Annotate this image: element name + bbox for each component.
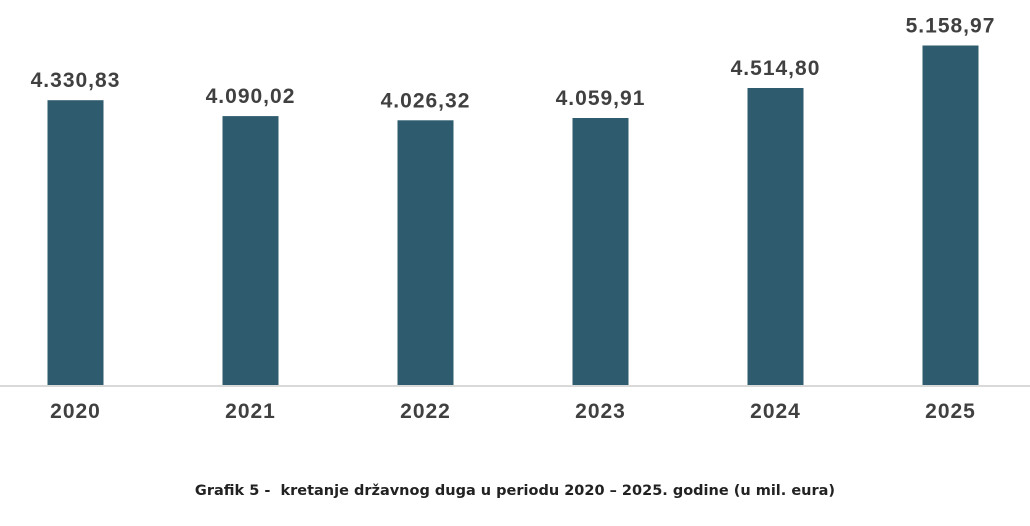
x-tick-label-2022: 2022	[400, 400, 451, 423]
data-label-2024: 4.514,80	[731, 57, 821, 80]
x-tick-label-2023: 2023	[575, 400, 626, 423]
x-tick-label-2025: 2025	[925, 400, 976, 423]
bar-2023	[572, 118, 629, 386]
x-tick-labels-group: 2020 2021 2022 2023 2024 2025	[50, 400, 976, 423]
x-tick-label-2024: 2024	[750, 400, 801, 423]
data-labels-group: 4.330,83 4.090,02 4.026,32 4.059,91 4.514,80…	[31, 15, 996, 113]
bar-chart: 4.330,83 4.090,02 4.026,32 4.059,91 4.514,80…	[0, 15, 1030, 423]
x-tick-label-2020: 2020	[50, 400, 101, 423]
x-tick-label-2021: 2021	[225, 400, 276, 423]
bars-group	[47, 45, 979, 387]
data-label-2020: 4.330,83	[31, 69, 121, 92]
bar-2020	[47, 100, 104, 386]
data-label-2025: 5.158,97	[906, 15, 996, 38]
data-label-2021: 4.090,02	[206, 85, 296, 108]
bar-2022	[397, 120, 454, 387]
chart-caption: Grafik 5 - kretanje državnog duga u peri…	[194, 483, 836, 499]
data-label-2022: 4.026,32	[381, 89, 471, 112]
bar-2025	[922, 45, 979, 386]
bar-2024	[747, 88, 804, 386]
bar-2021	[222, 116, 279, 386]
data-label-2023: 4.059,91	[556, 87, 646, 110]
